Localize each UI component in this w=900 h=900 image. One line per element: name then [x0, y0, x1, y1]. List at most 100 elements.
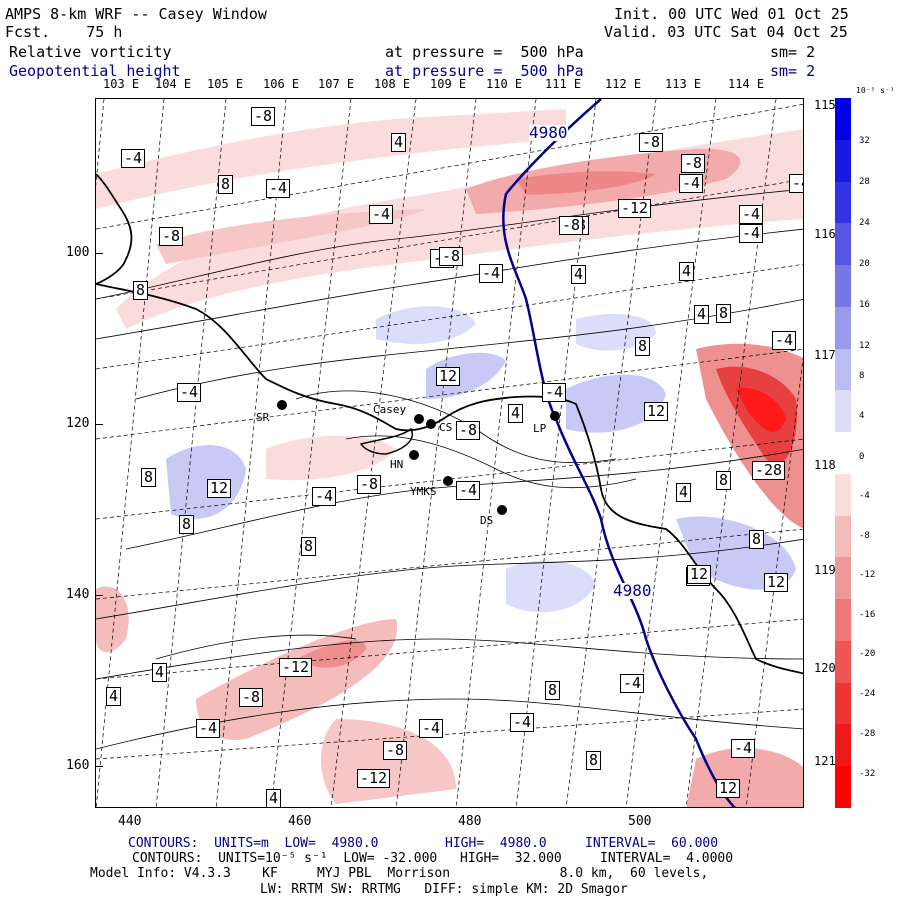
y-tick-mark	[95, 595, 103, 596]
longitude-label: 104 E	[155, 77, 192, 91]
vorticity-contour-label: 12	[764, 573, 789, 592]
height-label: 4980	[529, 123, 568, 142]
station-label: SR	[256, 411, 270, 424]
station-label: HN	[390, 458, 404, 471]
colorbar-segment	[835, 181, 851, 224]
station-dot	[497, 505, 507, 515]
x-tick-label: 460	[288, 814, 312, 829]
vorticity-contour-label: -8	[159, 227, 184, 246]
longitude-label: 107 E	[318, 77, 355, 91]
longitude-label: 103 E	[103, 77, 140, 91]
vorticity-contour-label: -4	[479, 264, 504, 283]
colorbar-label: 0	[859, 452, 865, 462]
vorticity-contour-label: 4	[571, 265, 587, 284]
vorticity-contour-label: 4	[152, 663, 168, 682]
colorbar-label: 4	[859, 411, 865, 421]
station-label: YMKS	[410, 485, 437, 498]
height-contour-high: HIGH= 4980.0	[445, 836, 547, 851]
colorbar-label: -12	[859, 570, 876, 580]
colorbar-segment	[835, 390, 851, 433]
field1-smoothing: sm= 2	[770, 43, 816, 61]
vort-contour-interval: INTERVAL= 4.0000	[600, 851, 734, 866]
colorbar-label: 12	[859, 341, 870, 351]
longitude-label: 114 E	[728, 77, 765, 91]
colorbar-label: -28	[859, 729, 876, 739]
longitude-label: 112 E	[605, 77, 642, 91]
x-tick-label: 500	[628, 814, 652, 829]
colorbar-segment	[835, 640, 851, 684]
colorbar-label: -16	[859, 610, 876, 620]
vorticity-contour-label: -8	[681, 154, 706, 173]
station-label: LP	[533, 422, 547, 435]
colorbar-label: 8	[859, 371, 865, 381]
vorticity-contour-label: 4	[679, 262, 695, 281]
vorticity-contour-label: 4	[106, 687, 122, 706]
vorticity-contour-label: -8	[456, 421, 481, 440]
station-dot	[277, 400, 287, 410]
vorticity-contour-label: 4	[266, 789, 282, 807]
colorbar-segment	[835, 265, 851, 308]
colorbar-segment	[835, 98, 851, 141]
colorbar-label: -8	[859, 531, 870, 541]
vorticity-contour-label: -4	[177, 383, 202, 402]
vorticity-contour-label: 12	[207, 479, 232, 498]
x-tick-label: 480	[458, 814, 482, 829]
vorticity-contour-label: 4	[676, 483, 692, 502]
vorticity-contour-label: 8	[716, 304, 732, 323]
colorbar-label: 28	[859, 177, 870, 187]
vorticity-contour-label: -4	[510, 713, 535, 732]
colorbar-segment	[835, 766, 851, 809]
colorbar-unit: 10⁻⁵ s⁻¹	[856, 86, 895, 95]
colorbar-segment	[835, 139, 851, 182]
vorticity-contour-label: -4	[542, 383, 567, 402]
coastline-inlet	[359, 427, 413, 455]
vorticity-contour-label: 8	[301, 537, 317, 556]
station-label: DS	[480, 514, 494, 527]
vorticity-contour-label: -28	[752, 461, 786, 480]
vorticity-contour-label: 8	[545, 681, 561, 700]
valid-time: Valid. 03 UTC Sat 04 Oct 25	[604, 23, 848, 41]
geopotential-height-contour	[502, 99, 736, 807]
longitude-label: 113 E	[665, 77, 702, 91]
vorticity-contour-label: -4	[789, 174, 803, 193]
colorbar-label: 32	[859, 136, 870, 146]
longitude-label: 110 E	[486, 77, 523, 91]
station-dot	[409, 450, 419, 460]
coastline	[96, 173, 803, 675]
vorticity-contour-label: -4	[739, 224, 764, 243]
vorticity-contour-label: -12	[279, 658, 313, 677]
vorticity-contour-label: -4	[419, 719, 444, 738]
colorbar-segment	[835, 515, 851, 558]
station-dot	[426, 419, 436, 429]
vorticity-contour-label: 8	[133, 281, 149, 300]
colorbar-label: -32	[859, 769, 876, 779]
colorbar-segment	[835, 724, 851, 767]
vorticity-contour-label: 8	[635, 337, 651, 356]
init-time: Init. 00 UTC Wed 01 Oct 25	[614, 5, 849, 23]
longitude-label: 109 E	[430, 77, 467, 91]
station-dot	[550, 411, 560, 421]
vorticity-contour-label: -4	[266, 179, 291, 198]
field1-level: at pressure = 500 hPa	[385, 43, 584, 61]
vorticity-contour-label: -4	[456, 481, 481, 500]
vorticity-contour-label: -8	[239, 688, 264, 707]
colorbar-segment	[835, 599, 851, 642]
field2-name: Geopotential height	[9, 62, 181, 80]
vorticity-contour-label: 4	[508, 404, 524, 423]
vorticity-contour-label: -4	[369, 205, 394, 224]
vorticity-contour-label: 12	[436, 367, 461, 386]
y-tick-mark	[95, 253, 103, 254]
field1-name: Relative vorticity	[9, 43, 172, 61]
colorbar-segment	[835, 306, 851, 350]
longitude-label: 111 E	[545, 77, 582, 91]
colorbar-label: 20	[859, 259, 870, 269]
vorticity-contour-label: -12	[357, 769, 391, 788]
vorticity-contour-label: -8	[357, 475, 382, 494]
vorticity-contour-label: 8	[179, 515, 195, 534]
vorticity-contour-label: 4	[391, 133, 407, 152]
model-physics: LW: RRTM SW: RRTMG DIFF: simple KM: 2D S…	[260, 882, 628, 897]
vorticity-contour-label: 8	[218, 175, 234, 194]
y-tick-label: 160	[66, 758, 90, 773]
forecast-hour: Fcst. 75 h	[5, 23, 123, 41]
colorbar-label: 16	[859, 300, 870, 310]
